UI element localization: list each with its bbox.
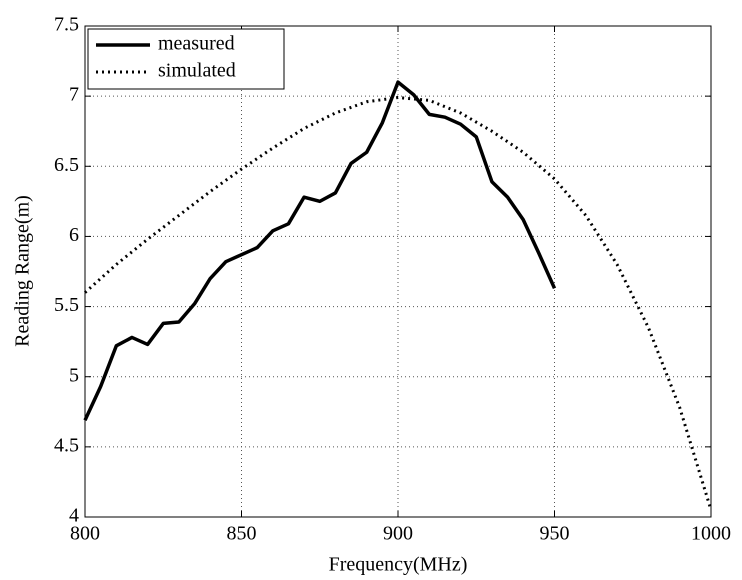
x-tick-label: 950 (540, 523, 570, 545)
y-tick-label: 7.5 (54, 14, 79, 36)
legend-label: measured (158, 33, 235, 55)
y-tick-label: 6 (69, 224, 79, 246)
y-tick-label: 4 (69, 505, 79, 527)
y-tick-label: 5.5 (54, 294, 79, 316)
x-tick-label: 850 (227, 523, 257, 545)
x-tick-label: 1000 (691, 523, 731, 545)
x-axis-label: Frequency(MHz) (329, 554, 468, 576)
y-tick-label: 4.5 (54, 434, 79, 456)
y-axis-label: Reading Range(m) (12, 195, 34, 347)
y-tick-label: 6.5 (54, 154, 79, 176)
y-tick-label: 7 (69, 84, 79, 106)
plot-frame (84, 25, 712, 518)
series-line (83, 96, 713, 511)
legend-label: simulated (158, 60, 236, 82)
y-tick-label: 5 (69, 364, 79, 386)
x-tick-label: 800 (70, 523, 100, 545)
legend-box (87, 28, 285, 90)
series-line (83, 80, 557, 421)
x-tick-label: 900 (383, 523, 413, 545)
